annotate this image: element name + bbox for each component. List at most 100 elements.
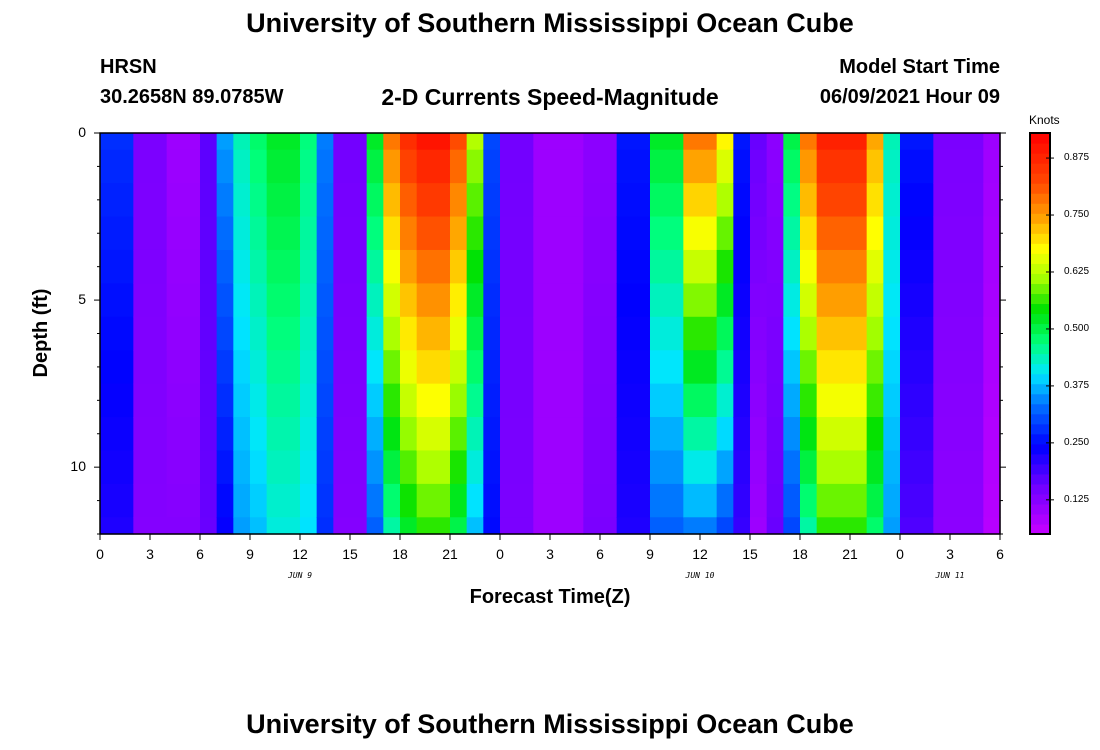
heatmap-cell xyxy=(783,283,801,318)
heatmap-cell xyxy=(583,483,618,518)
heatmap-cell xyxy=(616,450,651,485)
heatmap-cell xyxy=(400,350,418,385)
heatmap-cell xyxy=(266,133,301,151)
heatmap-cell xyxy=(866,517,884,535)
heatmap-cell xyxy=(683,316,718,351)
heatmap-cell xyxy=(733,133,751,151)
heatmap-cell xyxy=(866,316,884,351)
heatmap-cell xyxy=(316,483,334,518)
heatmap-cell xyxy=(333,450,368,485)
heatmap-cell xyxy=(766,450,784,485)
heatmap-cell xyxy=(500,133,534,151)
x-tick-label: 3 xyxy=(146,546,154,562)
heatmap-cell xyxy=(383,483,401,518)
heatmap-cell xyxy=(450,249,468,284)
heatmap-cell xyxy=(316,316,334,351)
heatmap-cell xyxy=(583,450,618,485)
heatmap-cell xyxy=(200,283,218,318)
heatmap-cell xyxy=(416,149,451,184)
heatmap-cell xyxy=(366,383,384,418)
heatmap-cell xyxy=(800,316,818,351)
heatmap-cell xyxy=(333,417,368,452)
heatmap-cell xyxy=(716,417,734,452)
heatmap-cell xyxy=(300,383,318,418)
heatmap-cell xyxy=(900,517,934,535)
heatmap-cell xyxy=(450,316,468,351)
heatmap-cell xyxy=(250,450,268,485)
colorbar-cell xyxy=(1030,363,1050,375)
heatmap-cell xyxy=(366,350,384,385)
heatmap-cell xyxy=(383,383,401,418)
heatmap-cell xyxy=(300,316,318,351)
heatmap-cell xyxy=(616,517,651,535)
model-start-label: Model Start Time xyxy=(839,56,1000,78)
heatmap-cell xyxy=(250,483,268,518)
heatmap-cell xyxy=(216,283,234,318)
x-tick-label: 0 xyxy=(496,546,504,562)
heatmap-cell xyxy=(750,283,768,318)
heatmap-cell xyxy=(583,350,618,385)
heatmap-cell xyxy=(383,183,401,218)
heatmap-cell xyxy=(816,483,868,518)
heatmap-cell xyxy=(800,483,818,518)
colorbar-ticks xyxy=(1046,157,1054,501)
colorbar-tick-label: 0.250 xyxy=(1064,436,1090,448)
heatmap-cell xyxy=(166,149,201,184)
heatmap-cell xyxy=(750,417,768,452)
heatmap-cell xyxy=(316,450,334,485)
x-tick-label: 12 xyxy=(692,546,708,562)
heatmap-cell xyxy=(383,133,401,151)
heatmap-cell xyxy=(316,216,334,251)
colorbar-cell xyxy=(1030,203,1050,214)
heatmap-cell xyxy=(533,133,584,151)
heatmap-cell xyxy=(816,183,868,218)
heatmap-cell xyxy=(733,483,751,518)
heatmap-cell xyxy=(416,517,451,535)
heatmap-cell xyxy=(583,283,618,318)
heatmap-cell xyxy=(783,149,801,184)
heatmap-cell xyxy=(816,383,868,418)
colorbar-tick-label: 0.125 xyxy=(1064,493,1090,505)
x-tick-label: 9 xyxy=(246,546,254,562)
heatmap-cell xyxy=(533,249,584,284)
heatmap-cell xyxy=(400,417,418,452)
heatmap-cell xyxy=(233,133,251,151)
heatmap-cell xyxy=(133,283,168,318)
heatmap-cell xyxy=(266,216,301,251)
heatmap-cell xyxy=(316,149,334,184)
heatmap-cell xyxy=(816,149,868,184)
heatmap-cell xyxy=(933,350,984,385)
heatmap-cell xyxy=(500,316,534,351)
heatmap-cell xyxy=(500,249,534,284)
heatmap-cell xyxy=(866,133,884,151)
heatmap-cell xyxy=(800,350,818,385)
heatmap-cell xyxy=(983,133,1001,151)
colorbar-cell xyxy=(1030,423,1050,435)
heatmap-cell xyxy=(266,283,301,318)
heatmap-cell xyxy=(250,517,268,535)
heatmap-cell xyxy=(483,417,501,452)
heatmap-cell xyxy=(400,133,418,151)
heatmap-cell xyxy=(300,350,318,385)
heatmap-cell xyxy=(216,149,234,184)
heatmap-cell xyxy=(650,383,684,418)
heatmap-cell xyxy=(466,383,484,418)
heatmap-cell xyxy=(200,483,218,518)
heatmap-cell xyxy=(683,383,718,418)
heatmap-cell xyxy=(866,350,884,385)
colorbar-cell xyxy=(1030,503,1050,515)
heatmap-cell xyxy=(933,133,984,151)
heatmap-cell xyxy=(716,316,734,351)
heatmap-cell xyxy=(333,133,368,151)
heatmap-cell xyxy=(766,517,784,535)
heatmap-cell xyxy=(783,483,801,518)
heatmap-cell xyxy=(616,249,651,284)
heatmap-cell xyxy=(583,316,618,351)
heatmap-cell xyxy=(650,216,684,251)
heatmap-cell xyxy=(250,316,268,351)
heatmap-cell xyxy=(300,417,318,452)
heatmap-cell xyxy=(400,450,418,485)
heatmap-cell xyxy=(900,149,934,184)
heatmap-cell xyxy=(216,417,234,452)
heatmap-cell xyxy=(583,216,618,251)
